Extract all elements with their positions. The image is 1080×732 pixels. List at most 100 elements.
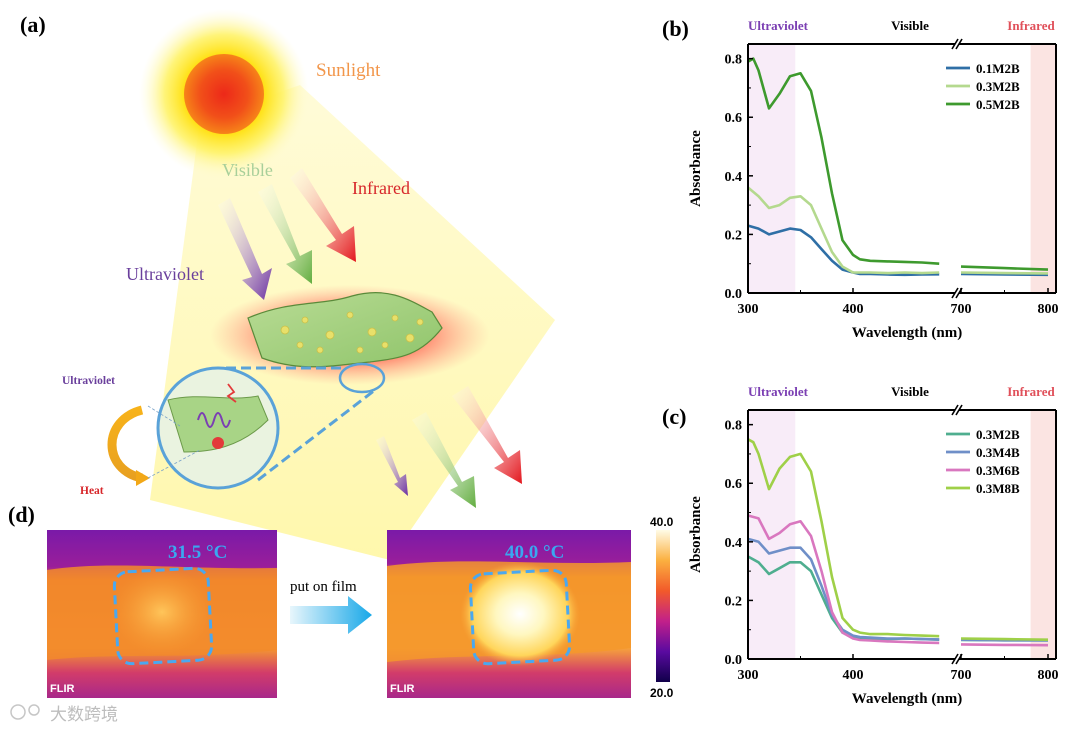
series-line-0.5m2b-b <box>960 265 1049 271</box>
y-tick-label: 0.2 <box>725 228 743 243</box>
region-label-visible: Visible <box>891 18 929 33</box>
magnify-line-bottom <box>257 388 376 482</box>
uv-to-heat-arc-icon <box>107 405 144 483</box>
colorbar <box>656 530 670 682</box>
particle-hot-icon <box>212 437 224 449</box>
series-line-0.1m2b-b <box>960 272 1049 277</box>
panel-label: (c) <box>662 404 686 429</box>
region-label-infrared: Infrared <box>1007 18 1055 33</box>
axis-break-mark <box>951 404 959 416</box>
series-line-0.3m2b-a <box>747 186 940 275</box>
y-tick-label: 0.0 <box>725 653 743 668</box>
panel-a: (a) Sunlight Visible Infrared Ultraviole… <box>20 9 555 560</box>
x-tick-label: 700 <box>951 668 972 683</box>
axis-break-mark <box>951 653 959 665</box>
visible-arrow-icon <box>258 184 312 284</box>
series-line-0.3m8b-a <box>747 438 940 638</box>
photothermal-film <box>247 292 443 368</box>
put-on-film-label: put on film <box>290 579 357 595</box>
visible-label: Visible <box>222 160 273 180</box>
y-tick-label: 0.8 <box>725 53 743 68</box>
film-outline-after <box>468 568 572 666</box>
heat-arrowhead-icon <box>136 470 150 486</box>
film-outline-before <box>112 566 214 666</box>
y-tick-label: 0.4 <box>725 536 743 551</box>
put-on-film-arrow-icon <box>290 596 372 634</box>
magnified-film <box>167 395 269 453</box>
x-tick-label: 800 <box>1038 302 1059 317</box>
legend-label: 0.1M2B <box>976 61 1020 76</box>
region-label-visible: Visible <box>891 384 929 399</box>
x-tick-label: 400 <box>843 668 864 683</box>
y-tick-label: 0.2 <box>725 594 743 609</box>
x-tick-label: 400 <box>843 302 864 317</box>
legend-label: 0.3M6B <box>976 463 1020 478</box>
y-tick-label: 0.8 <box>725 419 743 434</box>
x-tick-label: 700 <box>951 302 972 317</box>
x-tick-label: 300 <box>738 302 759 317</box>
region-label-infrared: Infrared <box>1007 384 1055 399</box>
axis-break-mark <box>951 287 959 299</box>
uv-region-band <box>748 410 796 659</box>
chart-c: 300 400 700 800 0.0 0.2 0.4 0.6 0.8 Wavelength (n… <box>662 384 1059 707</box>
watermark-text: 大数跨境 <box>50 705 118 724</box>
flir-logo-right: FLIR <box>390 683 414 695</box>
x-tick-label: 300 <box>738 668 759 683</box>
region-label-ultraviolet: Ultraviolet <box>748 18 809 33</box>
ultraviolet-label: Ultraviolet <box>126 264 204 284</box>
legend-label: 0.5M2B <box>976 97 1020 112</box>
colorbar-min: 20.0 <box>650 686 674 700</box>
inset-ultraviolet-label: Ultraviolet <box>62 375 115 387</box>
infrared-arrow-icon <box>290 168 356 262</box>
magnify-target-ring <box>338 362 386 394</box>
sun-core <box>184 54 264 134</box>
chart-b: 300 400 700 800 0.0 0.2 0.4 0.6 0.8 Wavelength (n… <box>662 16 1059 341</box>
y-tick-label: 0.4 <box>725 170 743 185</box>
y-tick-label: 0.0 <box>725 287 743 302</box>
infrared-region-band <box>1030 44 1056 293</box>
infrared-region-band <box>1030 410 1056 659</box>
x-tick-label: 800 <box>1038 668 1059 683</box>
y-tick-label: 0.6 <box>725 111 743 126</box>
colorbar-max: 40.0 <box>650 515 674 529</box>
series-line-0.1m2b-a <box>747 224 940 277</box>
panel-a-label: (a) <box>20 12 46 37</box>
inset-leader-top <box>147 405 181 427</box>
panel-d: (d) 31.5 °C FLIR put on film 40.0 °C FLI… <box>8 502 674 724</box>
thermal-image-after: 40.0 °C FLIR <box>387 530 631 698</box>
transmitted-uv-arrow-icon <box>376 436 408 496</box>
y-axis-label: Absorbance <box>688 130 704 207</box>
region-label-ultraviolet: Ultraviolet <box>748 384 809 399</box>
y-tick-label: 0.6 <box>725 477 743 492</box>
axis-break-mark <box>951 38 959 50</box>
series-line-0.5m2b-a <box>747 57 940 265</box>
series-line-0.3m8b-b <box>960 637 1049 641</box>
series-line-0.3m6b-a <box>747 514 940 645</box>
series-line-0.3m6b-b <box>960 643 1049 647</box>
panel-d-label: (d) <box>8 502 35 527</box>
temp-after: 40.0 °C <box>505 542 564 563</box>
uv-arrow-icon <box>218 198 272 300</box>
series-line-0.3m4b-a <box>747 537 940 641</box>
legend-label: 0.3M4B <box>976 445 1020 460</box>
thermal-image-before: 31.5 °C FLIR <box>47 530 277 698</box>
uv-region-band <box>748 44 796 293</box>
y-axis-label: Absorbance <box>688 496 704 573</box>
legend-label: 0.3M8B <box>976 481 1020 496</box>
x-axis-label: Wavelength (nm) <box>852 691 962 707</box>
legend-label: 0.3M2B <box>976 427 1020 442</box>
axis-break-mark <box>955 38 963 50</box>
transmitted-visible-arrow-icon <box>412 412 476 508</box>
panel-label: (b) <box>662 16 689 41</box>
inset-heat-label: Heat <box>80 485 104 497</box>
infrared-label: Infrared <box>352 178 410 198</box>
film-particles <box>280 311 424 354</box>
series-line-0.3m2b-b <box>960 271 1049 275</box>
flir-logo-left: FLIR <box>50 683 74 695</box>
temp-before: 31.5 °C <box>168 542 227 563</box>
watermark: 大数跨境 <box>10 704 118 724</box>
x-axis-label: Wavelength (nm) <box>852 325 962 341</box>
molecule-wave-icon <box>197 412 231 428</box>
axis-break-mark <box>955 404 963 416</box>
